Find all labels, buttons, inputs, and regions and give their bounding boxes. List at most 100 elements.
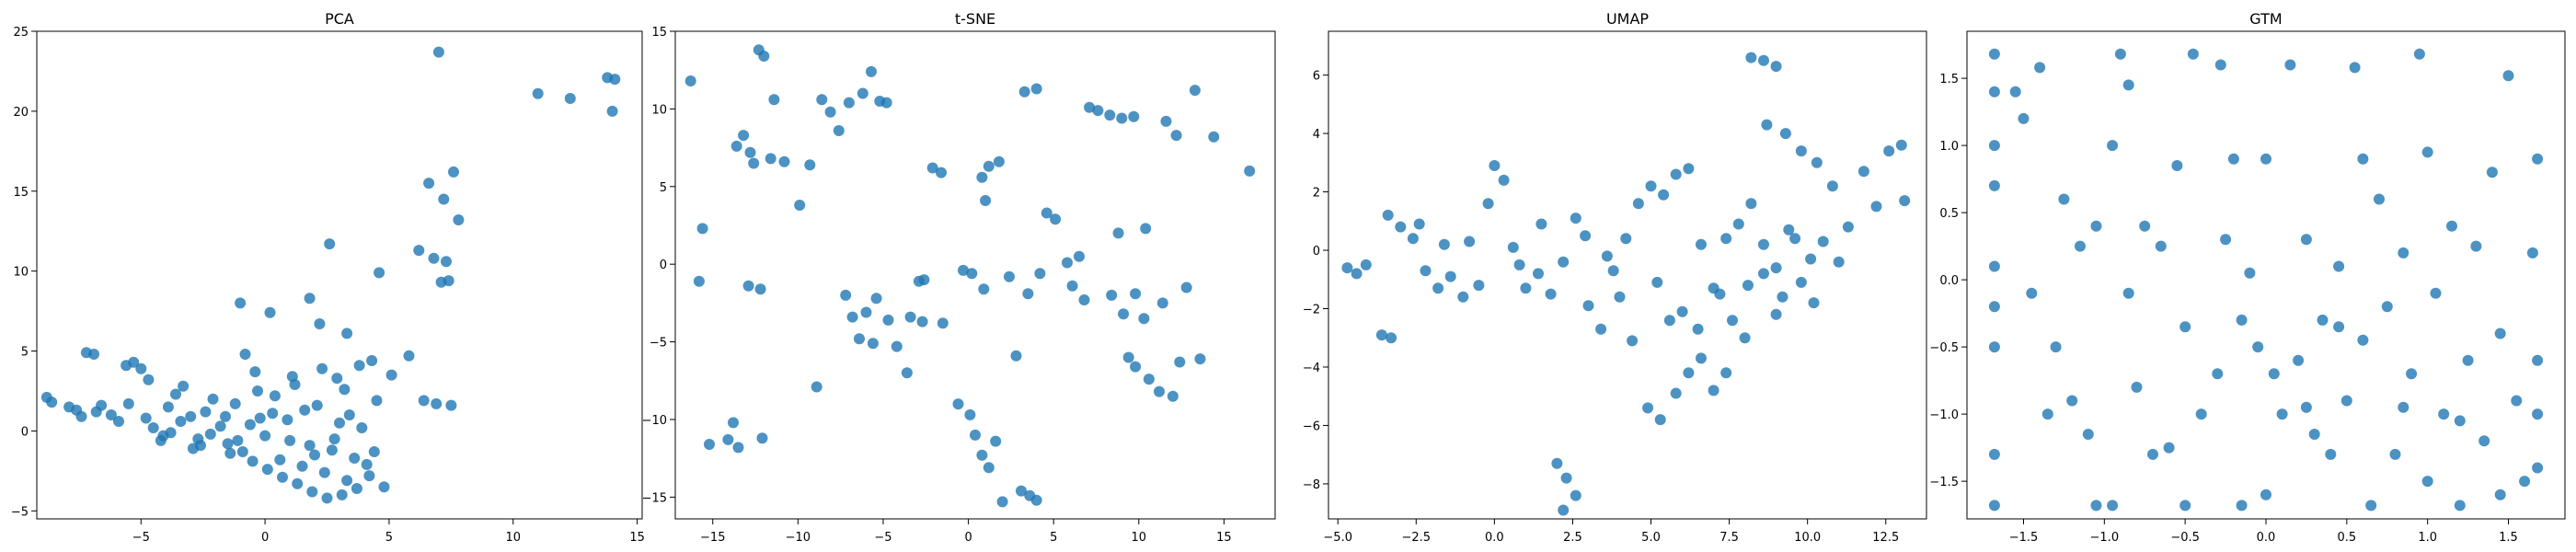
y-tick-label: −4 bbox=[1303, 362, 1320, 375]
data-point bbox=[321, 492, 333, 504]
y-tick-label: 0.0 bbox=[1939, 274, 1959, 288]
data-point bbox=[794, 200, 806, 211]
data-point bbox=[1360, 259, 1372, 270]
data-point bbox=[904, 311, 916, 323]
data-point bbox=[1375, 329, 1387, 341]
data-point bbox=[2494, 328, 2506, 339]
data-point bbox=[204, 428, 216, 440]
x-tick-label: 10.0 bbox=[1794, 531, 1821, 545]
data-point bbox=[2075, 240, 2086, 252]
data-point bbox=[88, 349, 99, 360]
data-point bbox=[1570, 489, 1581, 501]
data-point bbox=[2365, 500, 2377, 512]
chart-title: PCA bbox=[325, 10, 354, 28]
data-point bbox=[378, 481, 390, 493]
data-point bbox=[1595, 323, 1607, 335]
data-point bbox=[1817, 236, 1829, 247]
data-point bbox=[1607, 265, 1619, 277]
data-point bbox=[1016, 485, 1027, 497]
y-tick-label: −0.5 bbox=[1929, 341, 1959, 355]
chart-title: t-SNE bbox=[955, 10, 995, 28]
data-point bbox=[448, 166, 459, 178]
data-point bbox=[2333, 321, 2345, 333]
panel-tsne: t-SNE −15 −10 −5 0 5 10 15 −15 −10 −5 0 5 10 15 bbox=[642, 10, 1276, 545]
data-point bbox=[765, 153, 776, 165]
x-tick-label: −1.0 bbox=[2090, 531, 2120, 545]
data-point bbox=[224, 447, 236, 459]
panel-pca: PCA −5 0 5 10 15 −5 0 5 10 15 20 25 bbox=[11, 10, 645, 545]
y-tick-label: 1.0 bbox=[1939, 140, 1959, 154]
data-point bbox=[1154, 385, 1165, 397]
data-point bbox=[1170, 130, 1182, 142]
data-point bbox=[1676, 305, 1688, 317]
data-point bbox=[1208, 131, 1220, 143]
data-point bbox=[2179, 321, 2191, 333]
data-point bbox=[2430, 287, 2442, 299]
data-point bbox=[1395, 221, 1407, 233]
data-point bbox=[2421, 476, 2433, 488]
data-point bbox=[1535, 218, 1547, 230]
data-point bbox=[1658, 189, 1670, 201]
data-point bbox=[304, 440, 316, 452]
data-point bbox=[274, 454, 286, 466]
y-tick-label: 10 bbox=[13, 266, 29, 280]
data-point bbox=[162, 401, 174, 413]
data-point bbox=[2511, 395, 2523, 407]
data-point bbox=[2357, 334, 2369, 346]
data-point bbox=[966, 268, 978, 280]
data-point bbox=[267, 408, 279, 420]
data-point bbox=[1988, 260, 2000, 272]
y-tick-label: 0.5 bbox=[1939, 207, 1959, 221]
data-point bbox=[1022, 288, 1034, 300]
data-point bbox=[1444, 270, 1456, 282]
data-point bbox=[235, 297, 247, 309]
data-point bbox=[2252, 341, 2264, 353]
data-point bbox=[1130, 288, 1142, 300]
data-point bbox=[2139, 220, 2151, 232]
data-point bbox=[980, 195, 992, 206]
data-point bbox=[2155, 240, 2167, 252]
data-point bbox=[1341, 262, 1353, 274]
x-tick-label: 5 bbox=[1050, 531, 1057, 545]
data-point bbox=[349, 453, 361, 464]
data-point bbox=[1805, 253, 1817, 265]
data-point bbox=[1167, 390, 1179, 402]
data-point bbox=[824, 106, 836, 118]
y-tick-label: −1.0 bbox=[1929, 408, 1959, 422]
data-point bbox=[128, 356, 140, 368]
data-point bbox=[1104, 109, 1116, 121]
data-point bbox=[1030, 83, 1042, 95]
data-point bbox=[249, 366, 261, 378]
data-point bbox=[2009, 86, 2021, 98]
data-point bbox=[857, 87, 868, 99]
y-tick-label: 15 bbox=[13, 186, 29, 200]
data-point bbox=[1084, 101, 1096, 113]
data-point bbox=[1156, 297, 1168, 309]
data-point bbox=[239, 349, 251, 360]
y-tick-label: 5 bbox=[21, 346, 29, 360]
data-point bbox=[1244, 165, 1256, 177]
data-point bbox=[2519, 476, 2531, 488]
data-point bbox=[1464, 236, 1476, 247]
data-point bbox=[165, 427, 177, 439]
data-point bbox=[866, 65, 877, 77]
data-point bbox=[1041, 207, 1052, 219]
y-tick-label: 1.5 bbox=[1939, 73, 1959, 86]
data-point bbox=[1745, 198, 1757, 210]
data-point bbox=[229, 397, 241, 409]
data-point bbox=[2082, 429, 2094, 440]
data-point bbox=[1714, 288, 1726, 300]
x-tick-label: 1.0 bbox=[2418, 531, 2437, 545]
data-point bbox=[1580, 230, 1592, 242]
data-point bbox=[1351, 268, 1363, 280]
x-tick-label: 2.5 bbox=[1563, 531, 1582, 545]
data-point bbox=[1457, 291, 1469, 303]
data-point bbox=[1413, 218, 1425, 230]
data-point bbox=[2227, 153, 2239, 165]
data-point bbox=[2171, 160, 2183, 171]
data-point bbox=[2374, 193, 2385, 205]
scatter-points bbox=[40, 46, 621, 504]
data-point bbox=[1683, 163, 1695, 175]
data-point bbox=[843, 97, 855, 109]
data-point bbox=[1795, 145, 1807, 157]
